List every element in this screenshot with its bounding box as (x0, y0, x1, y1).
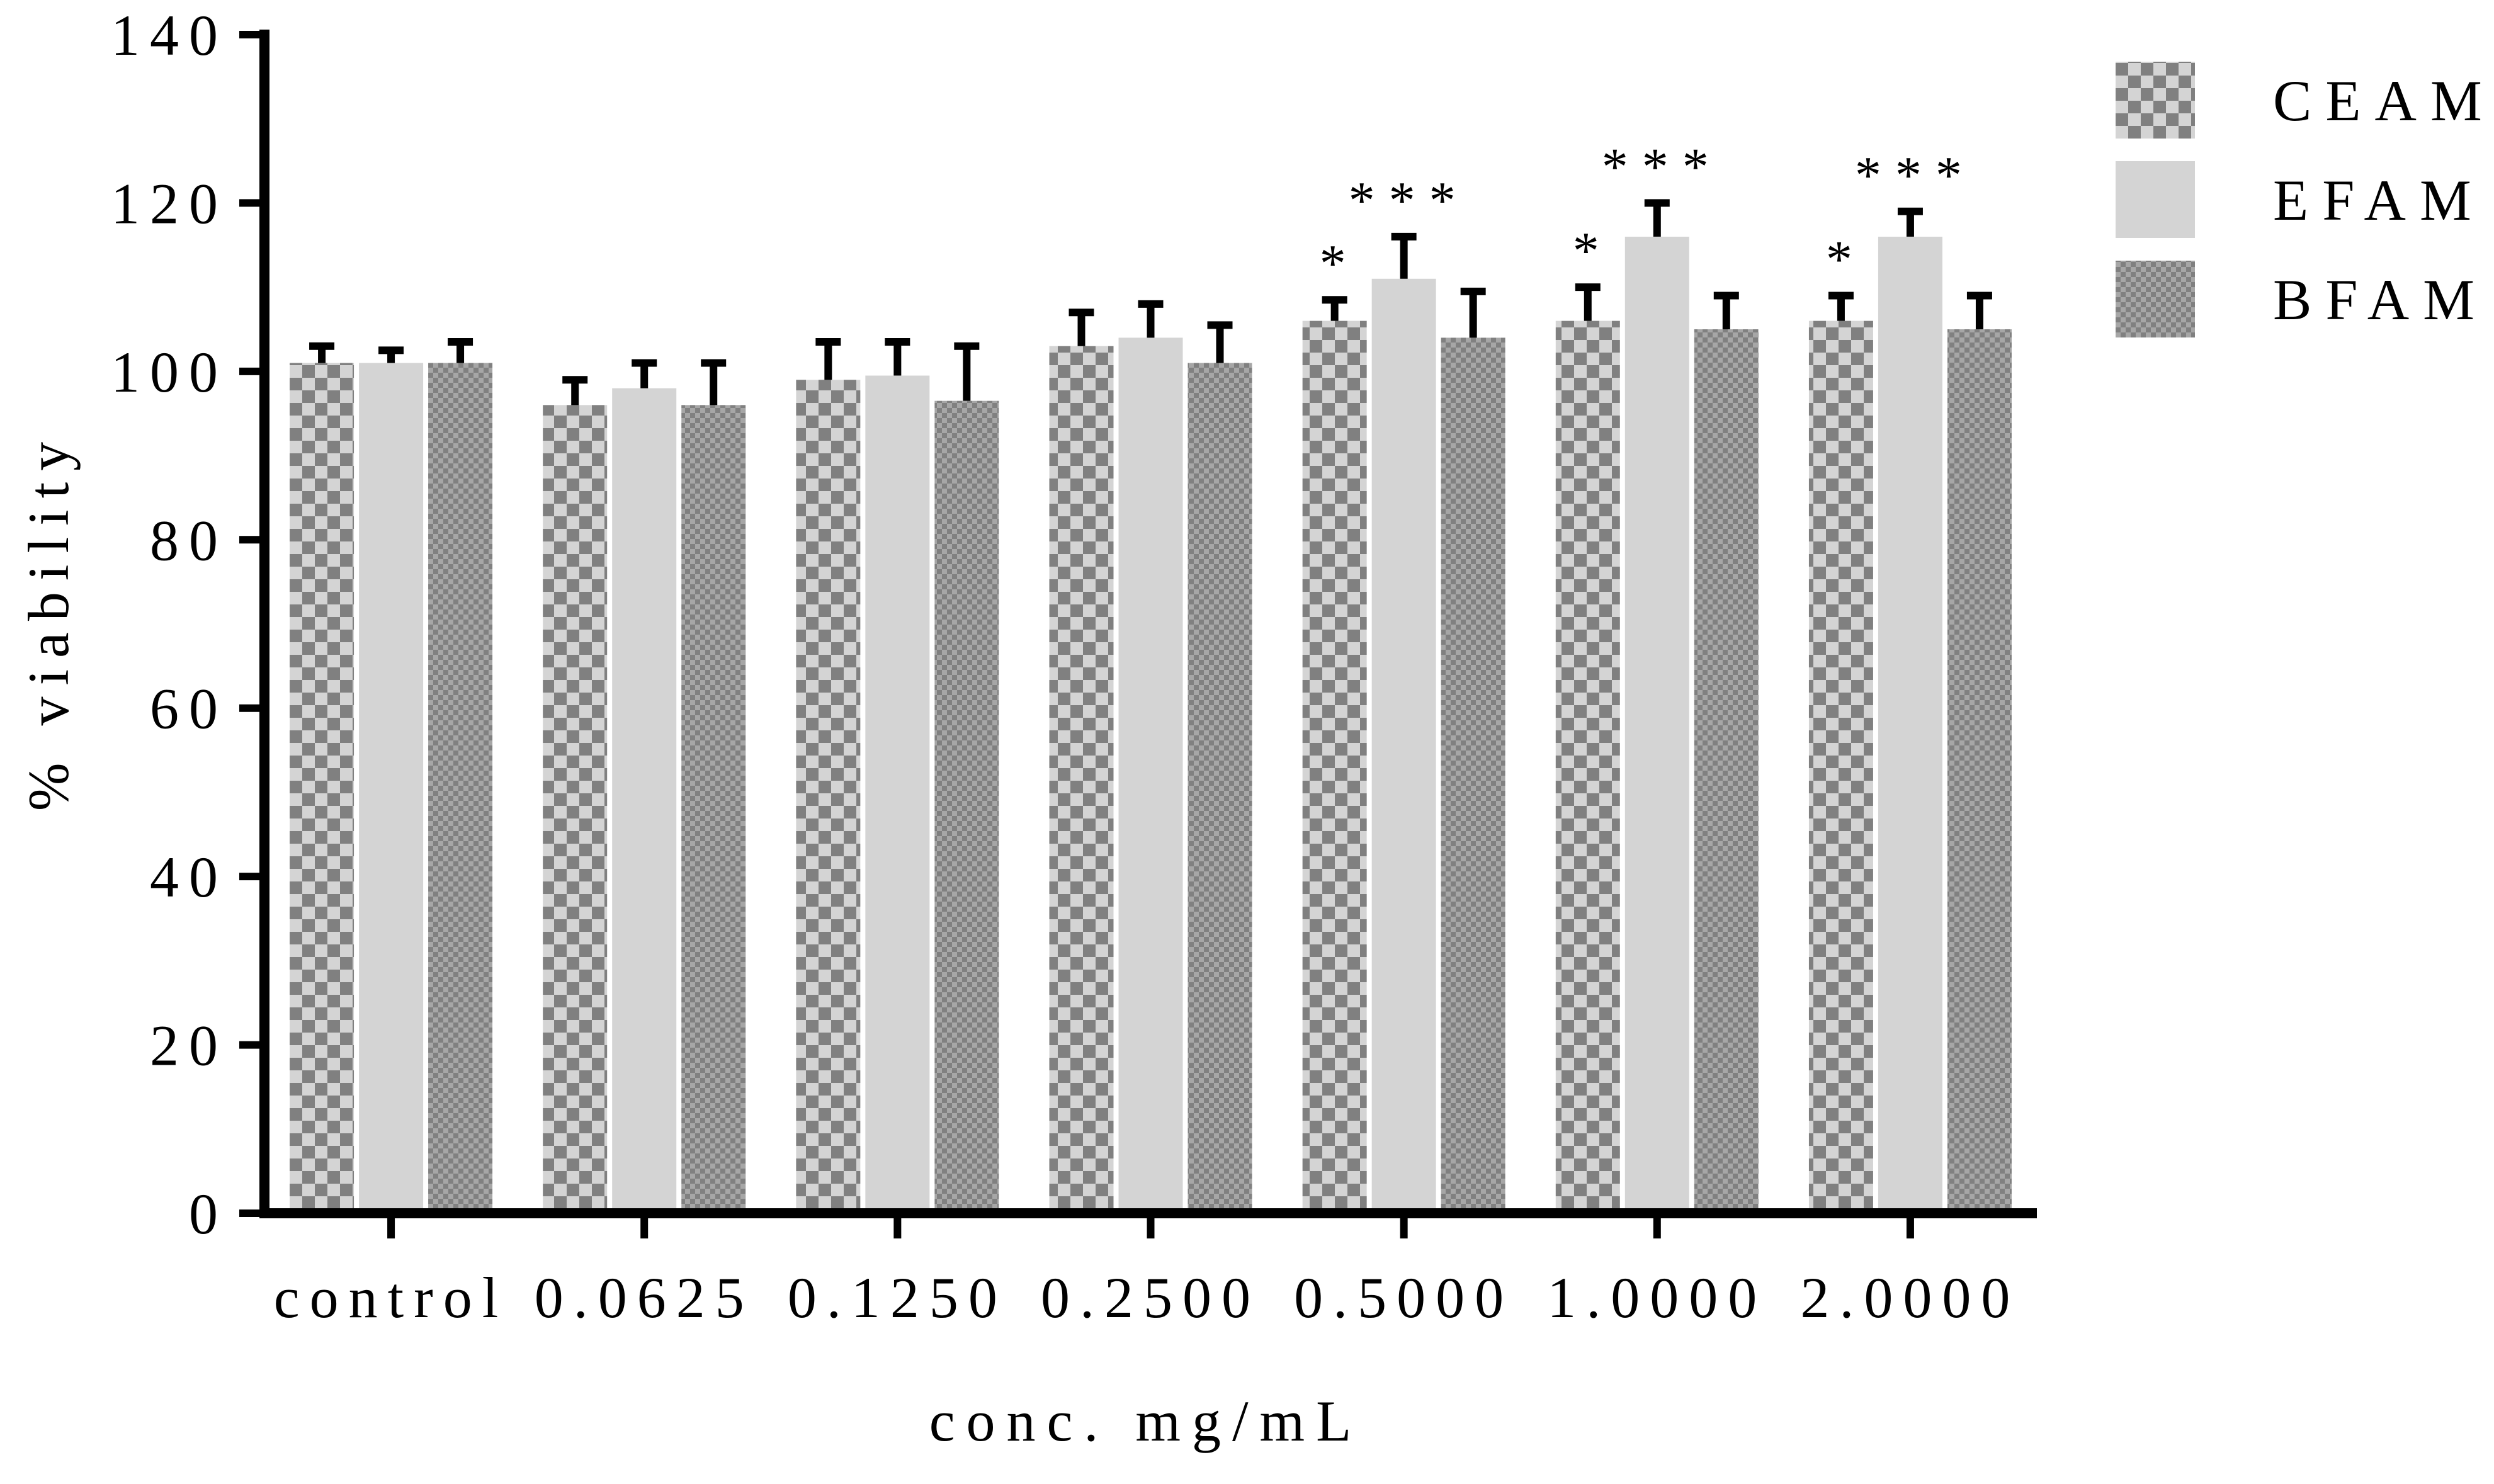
y-ticks-layer: 0 20 40 60 80 100 120 140 (111, 3, 264, 1246)
x-tick-label-0.0625: 0.0625 (535, 1266, 754, 1330)
bars-layer (290, 236, 2012, 1214)
error-bars-layer (309, 199, 1992, 405)
bar-bfam-0.0625 (681, 405, 746, 1214)
bar-efam-0.0625 (612, 388, 677, 1213)
bar-efam-2.0000 (1878, 236, 1942, 1213)
x-axis-label: conc. mg/mL (929, 1389, 1363, 1453)
legend-label-efam: EFAM (2273, 168, 2485, 232)
bar-ceam-0.1250 (796, 380, 861, 1214)
bar-bfam-0.1250 (934, 400, 999, 1213)
y-tick-label: 120 (111, 171, 228, 235)
bar-efam-0.2500 (1118, 337, 1183, 1214)
bar-ceam-2.0000 (1808, 320, 1873, 1214)
y-tick-label: 0 (189, 1182, 228, 1246)
x-tick-label-0.5000: 0.5000 (1294, 1266, 1514, 1330)
y-tick-label: 40 (150, 845, 228, 909)
significance-mark-ceam-1.0000: * (1573, 222, 1613, 280)
significance-layer: * * ******* *** (1320, 137, 1976, 293)
legend-swatch-ceam (2116, 62, 2195, 139)
significance-mark-ceam-0.5000: * (1320, 234, 1360, 293)
x-tick-label-0.2500: 0.2500 (1041, 1266, 1261, 1330)
x-tick-label-control: control (274, 1266, 509, 1330)
y-tick-label: 140 (111, 3, 228, 67)
bar-bfam-0.5000 (1441, 337, 1505, 1214)
bar-efam-1.0000 (1624, 236, 1689, 1213)
bar-bfam-control (428, 363, 493, 1213)
bar-efam-0.1250 (865, 375, 930, 1213)
significance-mark-efam-1.0000: *** (1602, 137, 1723, 196)
significance-mark-efam-0.5000: *** (1349, 171, 1470, 230)
bar-ceam-1.0000 (1555, 320, 1620, 1214)
bar-efam-control (359, 363, 424, 1213)
bar-bfam-0.2500 (1187, 363, 1252, 1213)
legend-swatch-efam (2116, 161, 2195, 238)
y-tick-label: 80 (150, 508, 228, 572)
bar-ceam-0.2500 (1049, 346, 1114, 1213)
bar-efam-0.5000 (1371, 278, 1436, 1213)
significance-mark-efam-2.0000: *** (1855, 146, 1976, 205)
x-ticks-layer: control 0.0625 0.1250 0.2500 0.5000 1.0000 2.0… (274, 1213, 2020, 1330)
legend-swatch-bfam (2116, 261, 2195, 337)
bar-ceam-control (290, 363, 354, 1213)
legend: CEAM EFAM BFAM (2116, 62, 2494, 337)
significance-mark-ceam-2.0000: * (1826, 230, 1866, 289)
x-tick-label-0.1250: 0.1250 (788, 1266, 1007, 1330)
x-tick-label-1.0000: 1.0000 (1547, 1266, 1767, 1330)
x-tick-label-2.0000: 2.0000 (1800, 1266, 2020, 1330)
legend-label-ceam: CEAM (2273, 69, 2494, 133)
legend-label-bfam: BFAM (2273, 268, 2488, 332)
bar-ceam-0.5000 (1302, 320, 1367, 1214)
y-axis-label: % viability (16, 431, 81, 811)
y-tick-label: 60 (150, 677, 228, 741)
bar-bfam-2.0000 (1947, 329, 2012, 1213)
y-tick-label: 20 (150, 1014, 228, 1078)
bar-bfam-1.0000 (1694, 329, 1759, 1213)
y-tick-label: 100 (111, 340, 228, 404)
bar-ceam-0.0625 (543, 405, 608, 1214)
